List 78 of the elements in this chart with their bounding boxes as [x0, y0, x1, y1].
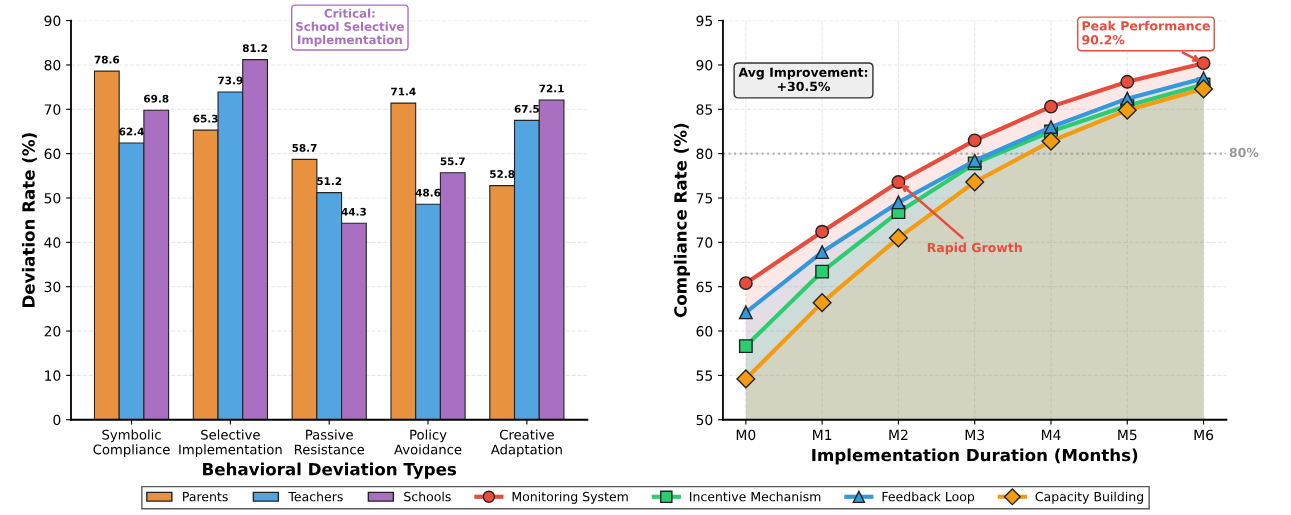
point — [1041, 131, 1061, 151]
data-label: 55.7 — [440, 157, 465, 166]
point — [738, 276, 753, 291]
ref-line-label: 80% — [1229, 147, 1259, 158]
x-tick-label: Symbolic Compliance — [93, 429, 170, 457]
y-axis-title: Compliance Rate (%) — [673, 123, 691, 318]
data-label: 71.4 — [391, 87, 416, 96]
x-tick-label: M2 — [889, 429, 908, 440]
x-tick-label: Policy Avoidance — [394, 429, 462, 455]
legend-label: Capacity Building — [1035, 491, 1144, 504]
x-tick-label: M5 — [1118, 429, 1137, 441]
y-tick-label: 65 — [696, 281, 713, 293]
annotation: Rapid Growth — [927, 242, 1022, 255]
y-tick-label: 80 — [44, 59, 61, 71]
point — [1194, 79, 1214, 99]
point — [815, 264, 830, 279]
legend-label: Parents — [183, 492, 228, 502]
legend-label: Schools — [404, 491, 451, 502]
data-label: 69.8 — [144, 94, 169, 103]
data-label: 78.6 — [94, 55, 120, 64]
annotation: Avg Improvement: +30.5% — [738, 67, 868, 92]
y-axis-title: Deviation Rate (%) — [21, 133, 37, 308]
point — [738, 339, 753, 354]
point — [1196, 56, 1211, 71]
x-axis-title: Implementation Duration (Months) — [812, 448, 1138, 465]
annotation: Peak Performance 90.2% — [1082, 20, 1210, 45]
point — [891, 175, 906, 189]
point — [1044, 99, 1058, 114]
y-tick-label: 40 — [44, 237, 61, 248]
point — [965, 172, 985, 192]
point — [815, 224, 830, 239]
y-tick-label: 55 — [696, 370, 713, 381]
point — [815, 245, 830, 260]
data-label: 67.5 — [514, 104, 539, 113]
point — [738, 305, 753, 320]
y-tick-label: 30 — [44, 281, 61, 293]
point — [891, 195, 906, 210]
y-tick-label: 50 — [44, 192, 61, 204]
y-tick-label: 90 — [696, 59, 713, 71]
point — [812, 293, 832, 313]
legend-label: Incentive Mechanism — [690, 491, 821, 502]
y-tick-label: 90 — [44, 15, 61, 27]
data-label: 81.2 — [242, 44, 268, 53]
y-tick-label: 60 — [696, 326, 713, 337]
x-tick-label: M3 — [965, 429, 984, 441]
y-tick-label: 10 — [45, 370, 61, 381]
point — [967, 133, 982, 148]
data-label: 51.2 — [317, 177, 342, 186]
point — [1120, 74, 1135, 89]
x-tick-label: M0 — [736, 429, 756, 441]
x-axis-title: Behavioral Deviation Types — [203, 462, 457, 479]
legend-label: Monitoring System — [512, 491, 628, 504]
point — [1044, 120, 1058, 134]
y-tick-label: 50 — [696, 414, 713, 426]
annotation: Critical: School Selective Implementation — [296, 8, 404, 47]
y-tick-label: 60 — [44, 148, 61, 160]
data-label: 72.1 — [539, 84, 564, 93]
data-label: 58.7 — [292, 143, 317, 152]
y-tick-label: 85 — [696, 104, 713, 115]
y-tick-label: 70 — [696, 237, 713, 248]
point — [1117, 100, 1137, 120]
data-label: 65.3 — [193, 114, 218, 123]
point — [888, 228, 908, 248]
x-tick-label: Creative Adaptation — [490, 429, 562, 457]
y-tick-label: 95 — [696, 15, 713, 27]
y-tick-label: 75 — [696, 193, 713, 204]
y-tick-label: 70 — [44, 104, 61, 115]
x-tick-label: Selective Implementation — [179, 429, 282, 457]
y-tick-label: 0 — [53, 414, 61, 426]
point — [736, 369, 756, 389]
legend-label: Teachers — [288, 491, 343, 502]
x-tick-label: M1 — [813, 429, 832, 440]
legend-label: Feedback Loop — [882, 491, 975, 504]
x-tick-label: M4 — [1041, 429, 1061, 440]
x-tick-label: M6 — [1194, 429, 1214, 441]
y-tick-label: 80 — [696, 148, 713, 160]
x-tick-label: Passive Resistance — [294, 429, 365, 455]
y-tick-label: 20 — [44, 326, 61, 337]
